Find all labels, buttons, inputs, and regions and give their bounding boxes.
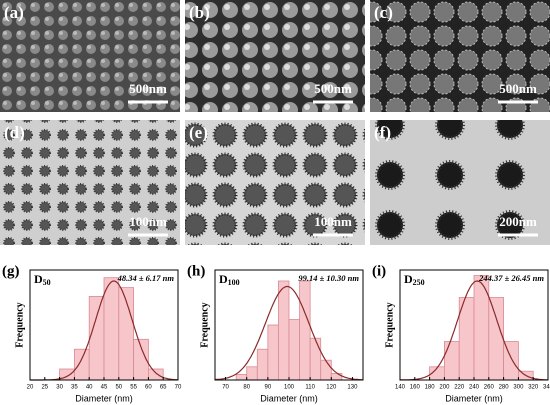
x-tick-label: 90 xyxy=(265,385,272,391)
title-subscript: 100 xyxy=(228,278,240,287)
x-tick-label: 25 xyxy=(41,385,48,391)
bar xyxy=(320,359,332,381)
bar xyxy=(246,366,258,381)
y-axis-label: Frequency xyxy=(14,302,25,347)
bar xyxy=(278,280,290,381)
x-tick-label: 30 xyxy=(56,385,63,391)
chart-title: D50 xyxy=(34,272,51,287)
panel-label: (c) xyxy=(374,3,393,22)
x-tick-label: 45 xyxy=(101,385,108,391)
x-tick-label: 340 xyxy=(543,385,550,391)
panel-label: (h) xyxy=(187,263,205,279)
bar xyxy=(299,280,311,381)
x-tick-label: 130 xyxy=(347,385,358,391)
x-tick-label: 200 xyxy=(439,385,450,391)
y-axis-label: Frequency xyxy=(199,302,210,347)
x-tick-label: 110 xyxy=(305,385,315,391)
panel-label: (b) xyxy=(189,3,210,22)
x-tick-label: 140 xyxy=(395,385,406,391)
bar xyxy=(103,277,120,381)
x-tick-label: 160 xyxy=(410,385,421,391)
bar xyxy=(235,374,248,381)
x-tick-label: 20 xyxy=(27,385,34,391)
bar xyxy=(309,337,322,381)
x-tick-label: 70 xyxy=(175,385,182,391)
fit-curve xyxy=(399,280,549,381)
micrograph xyxy=(185,0,365,112)
bar xyxy=(288,319,300,381)
x-tick-label: 60 xyxy=(145,385,152,391)
panel-label: (d) xyxy=(4,123,25,142)
x-tick-label: 80 xyxy=(243,385,250,391)
bar xyxy=(88,295,105,381)
bar xyxy=(256,348,269,381)
bar xyxy=(74,348,90,381)
scale-label: 200nm xyxy=(499,214,537,229)
micrograph xyxy=(0,0,180,112)
x-tick-label: 50 xyxy=(115,385,122,391)
chart-title: D100 xyxy=(219,272,240,287)
panel-label: (g) xyxy=(2,263,20,279)
x-axis-label: Diameter (nm) xyxy=(75,393,133,403)
bar xyxy=(147,368,164,381)
x-axis-label: Diameter (nm) xyxy=(260,393,318,403)
x-tick-label: 180 xyxy=(425,385,436,391)
micrograph xyxy=(0,120,180,245)
x-tick-label: 35 xyxy=(71,385,78,391)
title-main: D xyxy=(34,272,43,286)
x-tick-label: 260 xyxy=(484,385,495,391)
bar xyxy=(488,297,504,381)
y-axis-label: Frequency xyxy=(384,302,395,347)
panel-label: (e) xyxy=(189,123,208,142)
x-axis-label: Diameter (nm) xyxy=(445,393,503,403)
scale-label: 500nm xyxy=(314,81,352,96)
x-tick-label: 240 xyxy=(469,385,480,391)
x-tick-label: 220 xyxy=(454,385,465,391)
micrograph xyxy=(370,120,550,245)
scale-label: 500nm xyxy=(499,81,537,96)
annotation: 244.37 ± 26.45 nm xyxy=(478,273,544,283)
title-subscript: 250 xyxy=(413,278,425,287)
panel-label: (i) xyxy=(372,263,386,279)
x-tick-label: 320 xyxy=(528,385,539,391)
x-tick-label: 100 xyxy=(284,385,295,391)
chart-title: D250 xyxy=(404,272,425,287)
panel-label: (a) xyxy=(4,3,24,22)
x-tick-label: 65 xyxy=(160,385,167,391)
panel-label: (f) xyxy=(374,123,391,142)
x-tick-label: 70 xyxy=(222,385,229,391)
scale-label: 500nm xyxy=(129,81,167,96)
bar xyxy=(330,372,343,381)
x-tick-label: 280 xyxy=(499,385,510,391)
x-tick-label: 300 xyxy=(513,385,524,391)
micrograph xyxy=(370,0,550,112)
scale-label: 100nm xyxy=(314,214,352,229)
title-subscript: 50 xyxy=(43,278,51,287)
annotation: 48.34 ± 6.17 nm xyxy=(117,273,175,283)
scale-label: 100nm xyxy=(129,214,167,229)
bar xyxy=(443,341,460,381)
title-main: D xyxy=(219,272,228,286)
x-tick-label: 40 xyxy=(86,385,93,391)
fit-curve xyxy=(214,285,364,381)
annotation: 99.14 ± 10.30 nm xyxy=(298,273,359,283)
bar xyxy=(267,324,279,381)
micrograph xyxy=(185,120,365,245)
x-tick-label: 120 xyxy=(326,385,337,391)
title-main: D xyxy=(404,272,413,286)
x-tick-label: 55 xyxy=(130,385,137,391)
